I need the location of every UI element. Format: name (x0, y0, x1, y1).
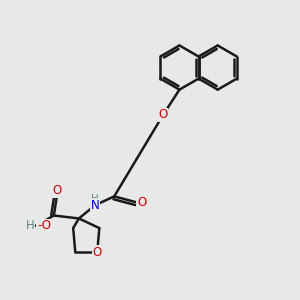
Text: O: O (52, 184, 62, 197)
Text: -O: -O (37, 219, 51, 232)
Text: H: H (26, 219, 35, 232)
Text: N: N (91, 199, 100, 212)
Text: H: H (91, 194, 99, 204)
Text: O: O (159, 108, 168, 121)
Text: O: O (137, 196, 146, 209)
Text: O: O (93, 246, 102, 259)
